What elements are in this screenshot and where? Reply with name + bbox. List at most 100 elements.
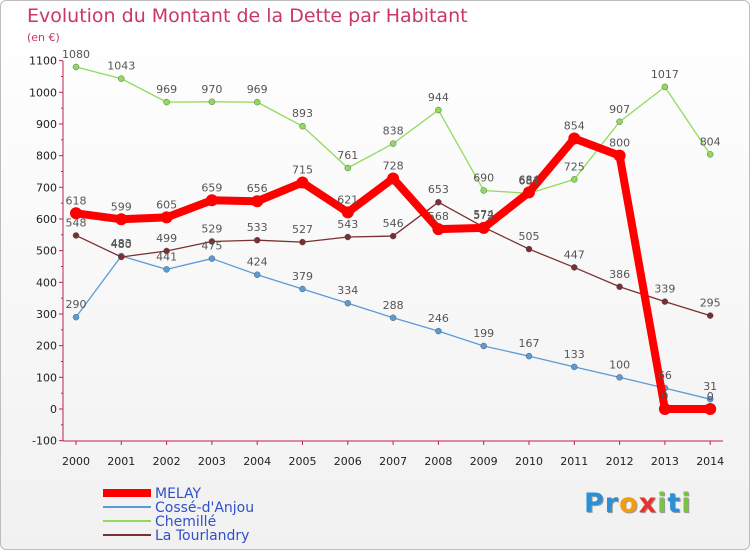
data-point: [389, 140, 397, 147]
data-label: 0: [707, 390, 714, 403]
data-label: 447: [564, 248, 585, 261]
y-tick-label: 100: [36, 371, 57, 384]
data-point: [707, 151, 714, 158]
data-label: 854: [564, 120, 585, 133]
data-label: 480: [111, 238, 132, 251]
data-point: [341, 206, 354, 219]
data-label: 31: [703, 380, 717, 393]
y-tick-label: 500: [36, 245, 57, 258]
data-point: [707, 312, 714, 319]
data-point: [160, 211, 173, 224]
data-label: 386: [609, 268, 630, 281]
y-tick-label: 800: [36, 150, 57, 163]
chart-title: Evolution du Montant de la Dette par Hab…: [27, 5, 468, 27]
data-label: 334: [337, 284, 358, 297]
data-point: [251, 195, 264, 208]
y-tick-label: 200: [36, 340, 57, 353]
data-label: 618: [66, 194, 87, 207]
data-label: 605: [156, 198, 177, 211]
data-point: [118, 75, 125, 82]
legend-label: MELAY: [155, 486, 202, 502]
data-point: [208, 98, 216, 106]
legend-label: Chemillé: [155, 514, 216, 530]
data-label: 1080: [62, 48, 90, 61]
data-label: 944: [428, 91, 449, 104]
x-tick-label: 2014: [696, 455, 724, 468]
data-label: 499: [156, 232, 177, 245]
data-point: [254, 98, 261, 106]
data-point: [389, 232, 397, 240]
data-label: 246: [428, 312, 449, 325]
data-label: 568: [428, 210, 449, 223]
data-point: [661, 298, 669, 305]
x-tick-label: 2013: [651, 455, 679, 468]
data-label: 838: [383, 125, 404, 138]
data-label: 475: [201, 240, 222, 253]
legend-item: Chemillé: [103, 514, 216, 530]
y-unit-label: (en €): [27, 31, 60, 44]
data-point: [299, 238, 306, 246]
x-tick-label: 2005: [289, 455, 317, 468]
data-point: [344, 233, 351, 241]
x-tick-label: 2008: [424, 455, 452, 468]
data-point: [571, 363, 578, 371]
data-point: [72, 232, 80, 239]
data-point: [704, 403, 717, 415]
data-label: 681: [519, 174, 540, 187]
data-label: 199: [473, 327, 494, 340]
logo-letter: i: [657, 488, 668, 519]
data-point: [525, 352, 533, 360]
data-point: [208, 238, 216, 245]
data-point: [389, 314, 397, 321]
legend-item: Cossé-d'Anjou: [103, 500, 254, 516]
data-label: 295: [700, 297, 721, 310]
data-point: [661, 83, 669, 91]
data-point: [72, 63, 80, 71]
data-label: 1017: [651, 68, 679, 81]
data-point: [616, 118, 623, 125]
x-tick-label: 2007: [379, 455, 407, 468]
data-point: [477, 221, 490, 234]
data-label: 100: [609, 358, 630, 371]
y-tick-label: 0: [50, 403, 57, 416]
legend-item: La Tourlandry: [103, 528, 249, 544]
data-label: 728: [383, 159, 404, 172]
legend-label: La Tourlandry: [155, 528, 249, 544]
data-point: [344, 164, 351, 172]
data-point: [658, 403, 671, 415]
x-tick-label: 2011: [560, 455, 588, 468]
data-label: 725: [564, 160, 585, 173]
data-label: 424: [247, 256, 268, 269]
data-label: 529: [201, 222, 222, 235]
data-label: 574: [473, 208, 494, 221]
data-point: [432, 223, 445, 236]
data-label: 527: [292, 223, 313, 236]
data-label: 379: [292, 270, 313, 283]
legend-item: MELAY: [103, 486, 202, 502]
data-point: [296, 176, 309, 189]
data-point: [435, 198, 442, 206]
logo-letter: o: [619, 488, 639, 519]
data-point: [571, 176, 578, 183]
y-tick-label: 600: [36, 213, 57, 226]
data-point: [163, 266, 170, 273]
data-point: [435, 327, 442, 335]
data-point: [525, 245, 533, 253]
proxiti-logo: Proxiti: [584, 488, 692, 519]
legend-label: Cossé-d'Anjou: [155, 500, 254, 516]
data-point: [568, 132, 581, 145]
x-tick-label: 2004: [243, 455, 271, 468]
data-label: 572: [473, 209, 494, 222]
x-tick-label: 2000: [62, 455, 90, 468]
data-point: [480, 187, 487, 194]
data-label: 761: [337, 149, 358, 162]
data-point: [205, 194, 218, 207]
data-label-layer: 618 599 605 659 656 715 621 728 568 572 684 854 800 0…: [62, 48, 721, 403]
data-label: 339: [654, 283, 675, 296]
y-tick-label: 1100: [29, 55, 57, 68]
y-tick-label: 700: [36, 181, 57, 194]
logo-letter: i: [681, 488, 692, 519]
data-point: [480, 342, 487, 350]
x-tick-label: 2012: [606, 455, 634, 468]
